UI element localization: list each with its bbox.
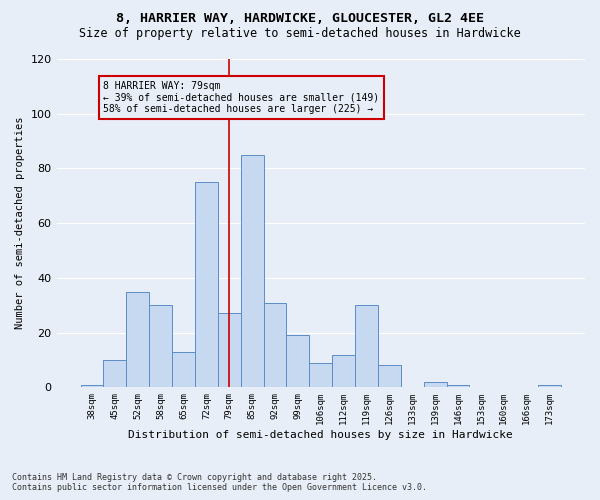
- Bar: [446, 384, 469, 388]
- Bar: [241, 155, 263, 388]
- Bar: [355, 305, 378, 388]
- Bar: [218, 314, 241, 388]
- Bar: [195, 182, 218, 388]
- Bar: [286, 336, 310, 388]
- X-axis label: Distribution of semi-detached houses by size in Hardwicke: Distribution of semi-detached houses by …: [128, 430, 513, 440]
- Bar: [332, 354, 355, 388]
- Text: 8, HARRIER WAY, HARDWICKE, GLOUCESTER, GL2 4EE: 8, HARRIER WAY, HARDWICKE, GLOUCESTER, G…: [116, 12, 484, 26]
- Text: Size of property relative to semi-detached houses in Hardwicke: Size of property relative to semi-detach…: [79, 28, 521, 40]
- Bar: [263, 302, 286, 388]
- Bar: [149, 305, 172, 388]
- Text: 8 HARRIER WAY: 79sqm
← 39% of semi-detached houses are smaller (149)
58% of semi: 8 HARRIER WAY: 79sqm ← 39% of semi-detac…: [103, 81, 380, 114]
- Bar: [424, 382, 446, 388]
- Y-axis label: Number of semi-detached properties: Number of semi-detached properties: [15, 117, 25, 330]
- Bar: [172, 352, 195, 388]
- Bar: [103, 360, 127, 388]
- Bar: [378, 366, 401, 388]
- Text: Contains HM Land Registry data © Crown copyright and database right 2025.
Contai: Contains HM Land Registry data © Crown c…: [12, 473, 427, 492]
- Bar: [310, 362, 332, 388]
- Bar: [538, 384, 561, 388]
- Bar: [80, 384, 103, 388]
- Bar: [127, 292, 149, 388]
